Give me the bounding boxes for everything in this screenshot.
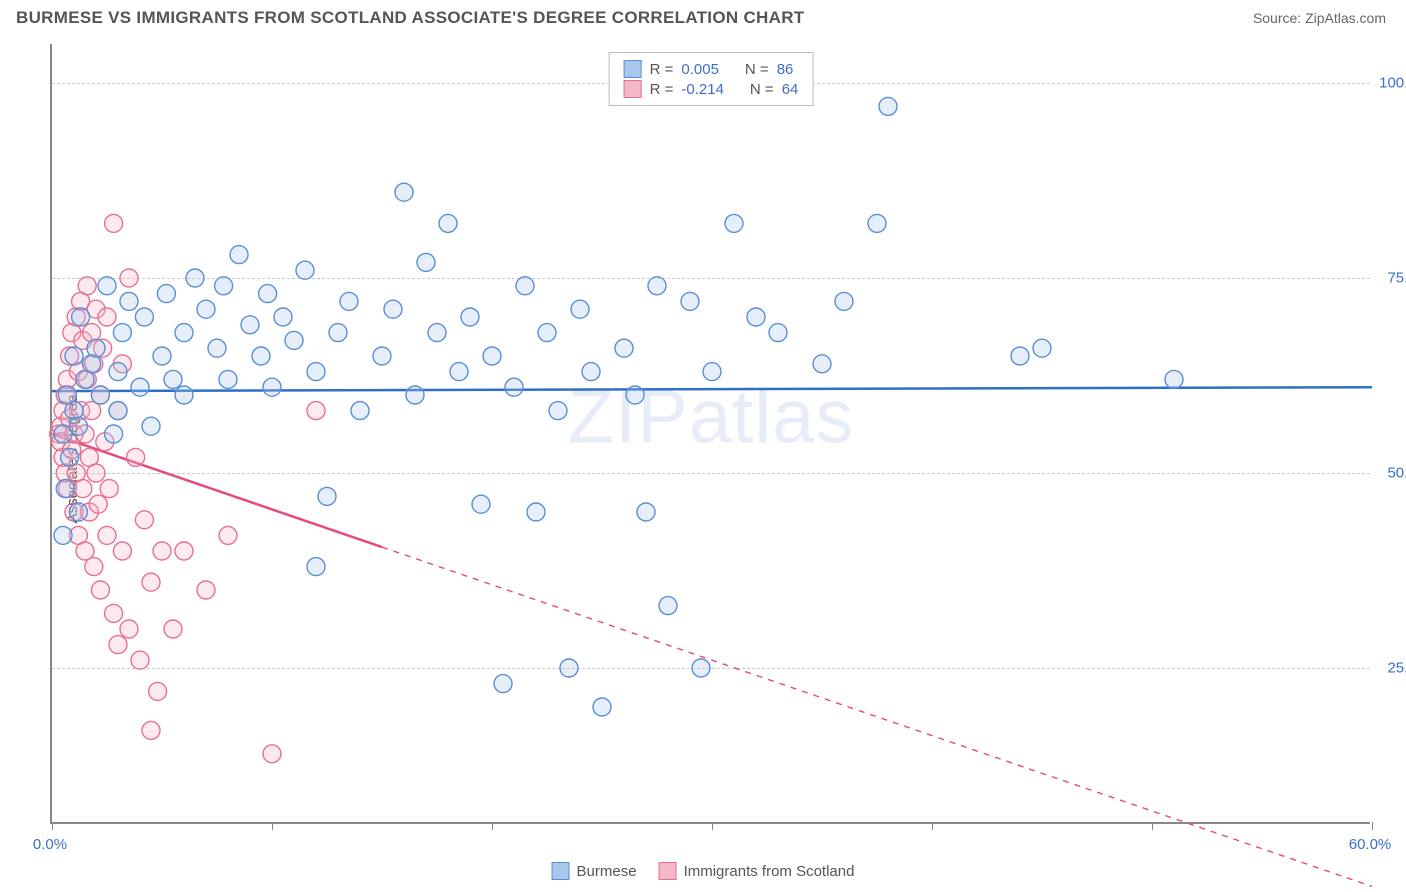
x-tick-label: 60.0% [1349,836,1392,853]
chart-container: Associate's Degree ZIPatlas 25.0%50.0%75… [0,34,1406,884]
y-tick-label: 25.0% [1375,660,1406,677]
x-tick-label: 0.0% [33,836,67,853]
bottom-legend: Burmese Immigrants from Scotland [552,862,855,880]
legend-item-burmese: Burmese [552,862,637,880]
legend-swatch-burmese [624,60,642,78]
plot-area: ZIPatlas 25.0%50.0%75.0%100.0% R = 0.005… [50,44,1370,824]
stats-row-1: R = 0.005 N = 86 [624,59,799,79]
legend-swatch-icon [552,862,570,880]
chart-title: BURMESE VS IMMIGRANTS FROM SCOTLAND ASSO… [16,8,804,28]
chart-header: BURMESE VS IMMIGRANTS FROM SCOTLAND ASSO… [0,0,1406,34]
legend-item-scotland: Immigrants from Scotland [659,862,855,880]
stats-legend: R = 0.005 N = 86 R = -0.214 N = 64 [609,52,814,106]
legend-swatch-icon [659,862,677,880]
stats-row-2: R = -0.214 N = 64 [624,79,799,99]
y-tick-label: 100.0% [1375,75,1406,92]
chart-source: Source: ZipAtlas.com [1253,10,1386,26]
y-tick-label: 75.0% [1375,270,1406,287]
y-tick-label: 50.0% [1375,465,1406,482]
legend-swatch-scotland [624,80,642,98]
scatter-svg [52,44,1370,822]
